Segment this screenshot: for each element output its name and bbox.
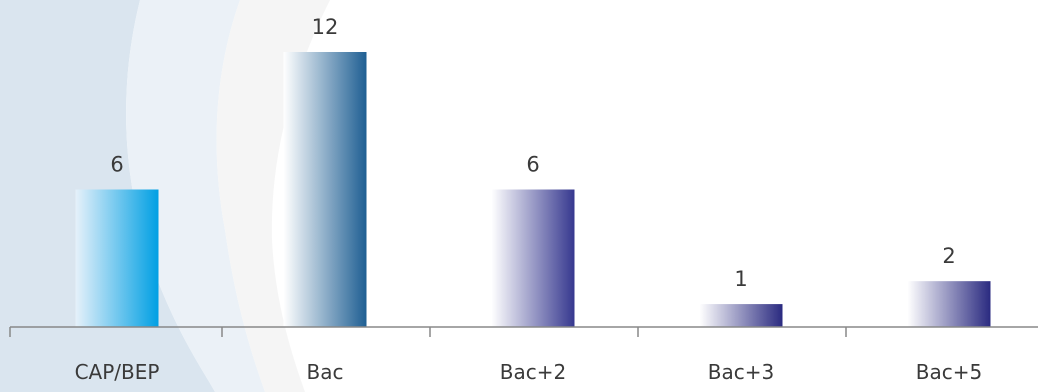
value-label: 12 (312, 15, 339, 39)
value-label: 1 (734, 267, 747, 291)
decor-shape-mid (126, 0, 265, 392)
x-tick-label: Bac+2 (500, 360, 566, 384)
bar-bac-2 (491, 189, 575, 327)
bar-bac-3 (699, 304, 783, 327)
bars-layer (75, 52, 991, 327)
x-axis (9, 326, 1038, 337)
x-tick-label: Bac+5 (916, 360, 982, 384)
x-tick-labels: CAP/BEP Bac Bac+2 Bac+3 Bac+5 (75, 360, 983, 384)
bar-cap-bep (75, 189, 159, 327)
decor-shape-light (216, 0, 330, 392)
bar-bac (283, 52, 367, 327)
x-tick-label: Bac+3 (708, 360, 774, 384)
x-tick-label: Bac (307, 360, 344, 384)
x-tick-label: CAP/BEP (75, 360, 160, 384)
value-label: 6 (110, 153, 123, 177)
background-decor (0, 0, 330, 392)
value-label: 6 (526, 153, 539, 177)
bar-bac-5 (907, 281, 991, 327)
value-label: 2 (942, 244, 955, 268)
